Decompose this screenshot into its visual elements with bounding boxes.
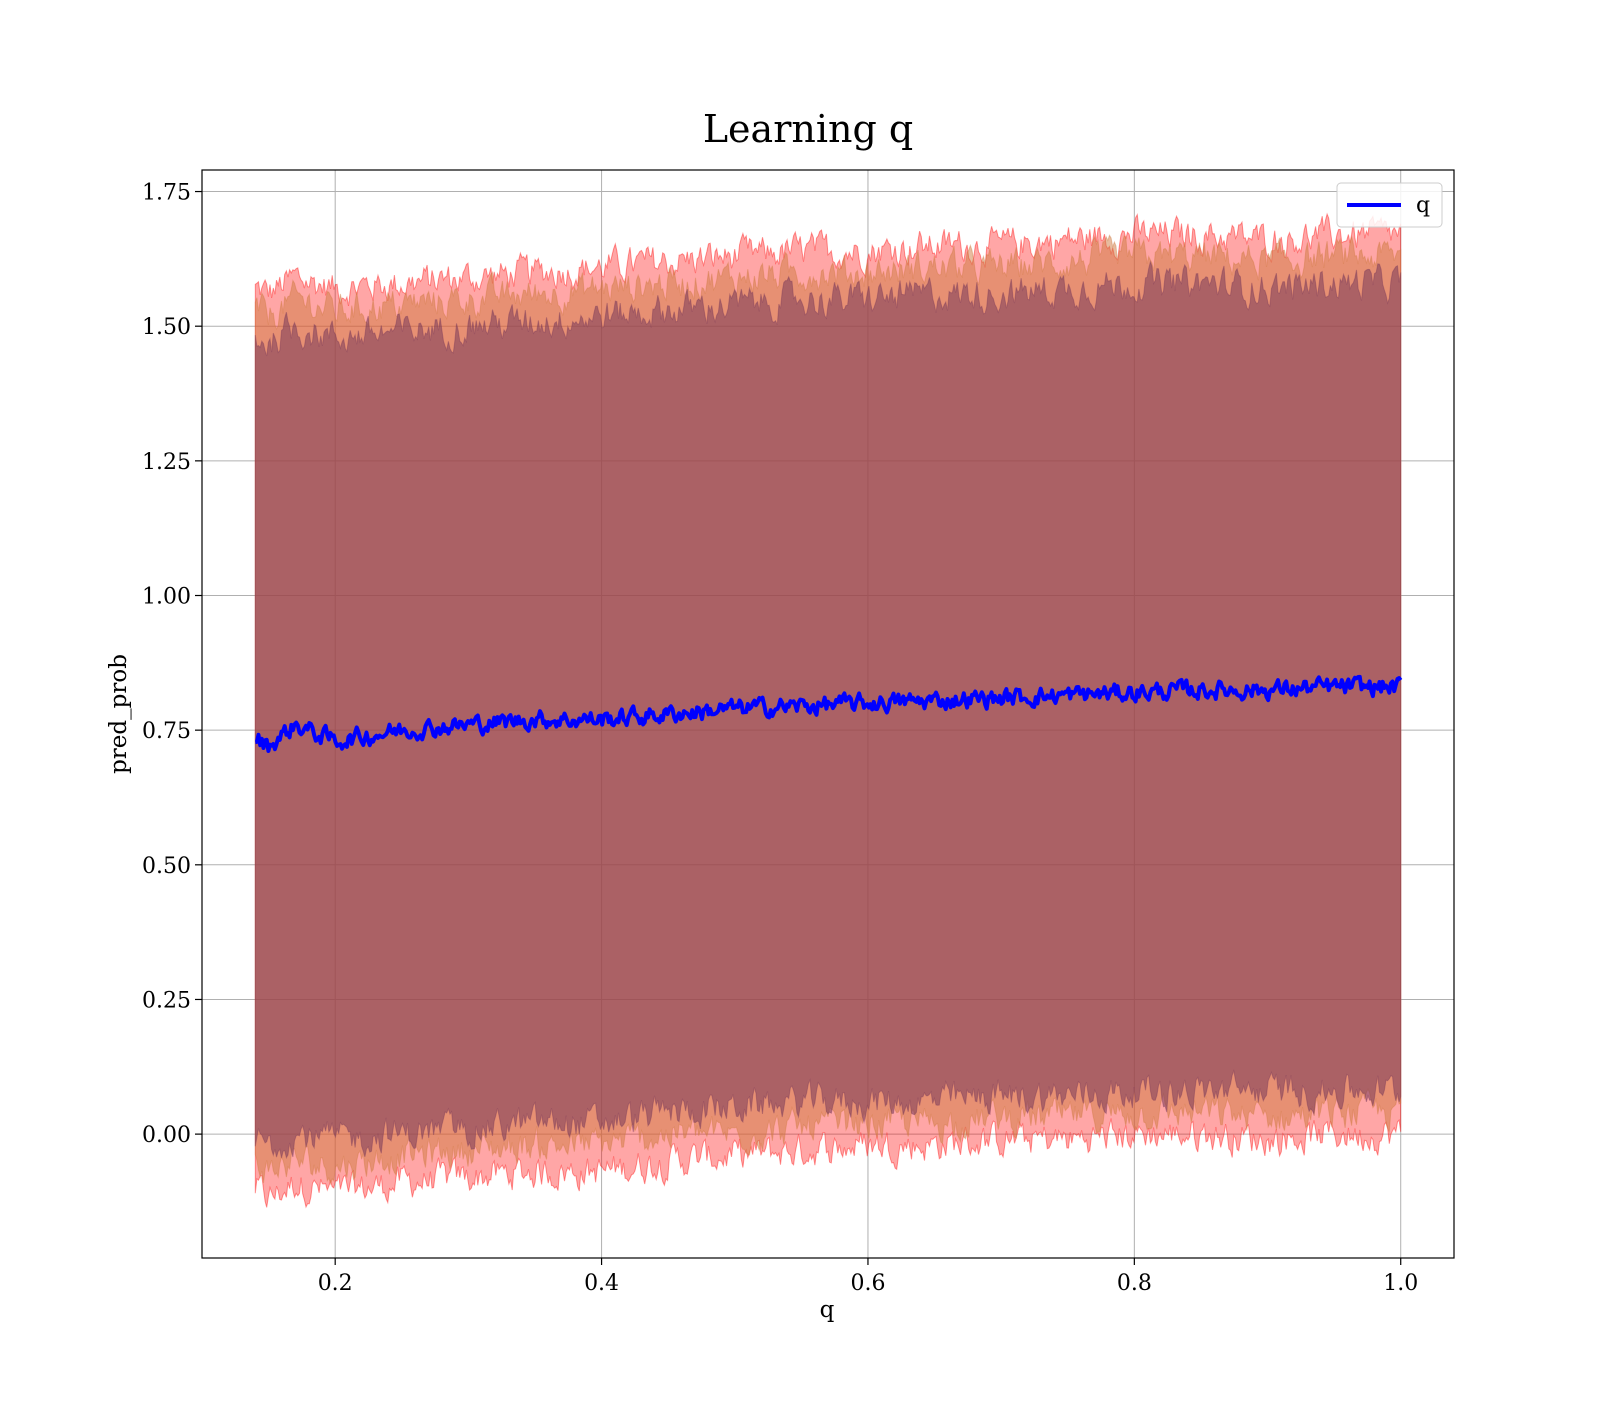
x-tick-label: 1.0: [1383, 1271, 1418, 1296]
x-tick-label: 0.6: [850, 1271, 885, 1296]
x-tick-label: 0.8: [1117, 1271, 1152, 1296]
x-tick-label: 0.4: [584, 1271, 619, 1296]
y-tick-label: 1.75: [142, 181, 191, 206]
y-tick-label: 1.25: [142, 450, 191, 475]
y-tick-label: 0.50: [142, 854, 191, 879]
x-tick-label: 0.2: [318, 1271, 353, 1296]
y-tick-label: 0.25: [142, 988, 191, 1013]
y-tick-label: 1.00: [142, 585, 191, 610]
legend-label: q: [1416, 193, 1430, 218]
x-axis-label: q: [820, 1297, 835, 1323]
y-axis-label: pred_prob: [106, 654, 132, 774]
plot-frame: [201, 169, 1455, 1259]
y-tick-label: 0.00: [142, 1123, 191, 1148]
chart-title: Learning q: [703, 107, 913, 151]
y-tick-label: 0.75: [142, 719, 191, 744]
series-line-q: [254, 674, 1403, 753]
legend: q: [1336, 182, 1443, 228]
y-tick-label: 1.50: [142, 315, 191, 340]
